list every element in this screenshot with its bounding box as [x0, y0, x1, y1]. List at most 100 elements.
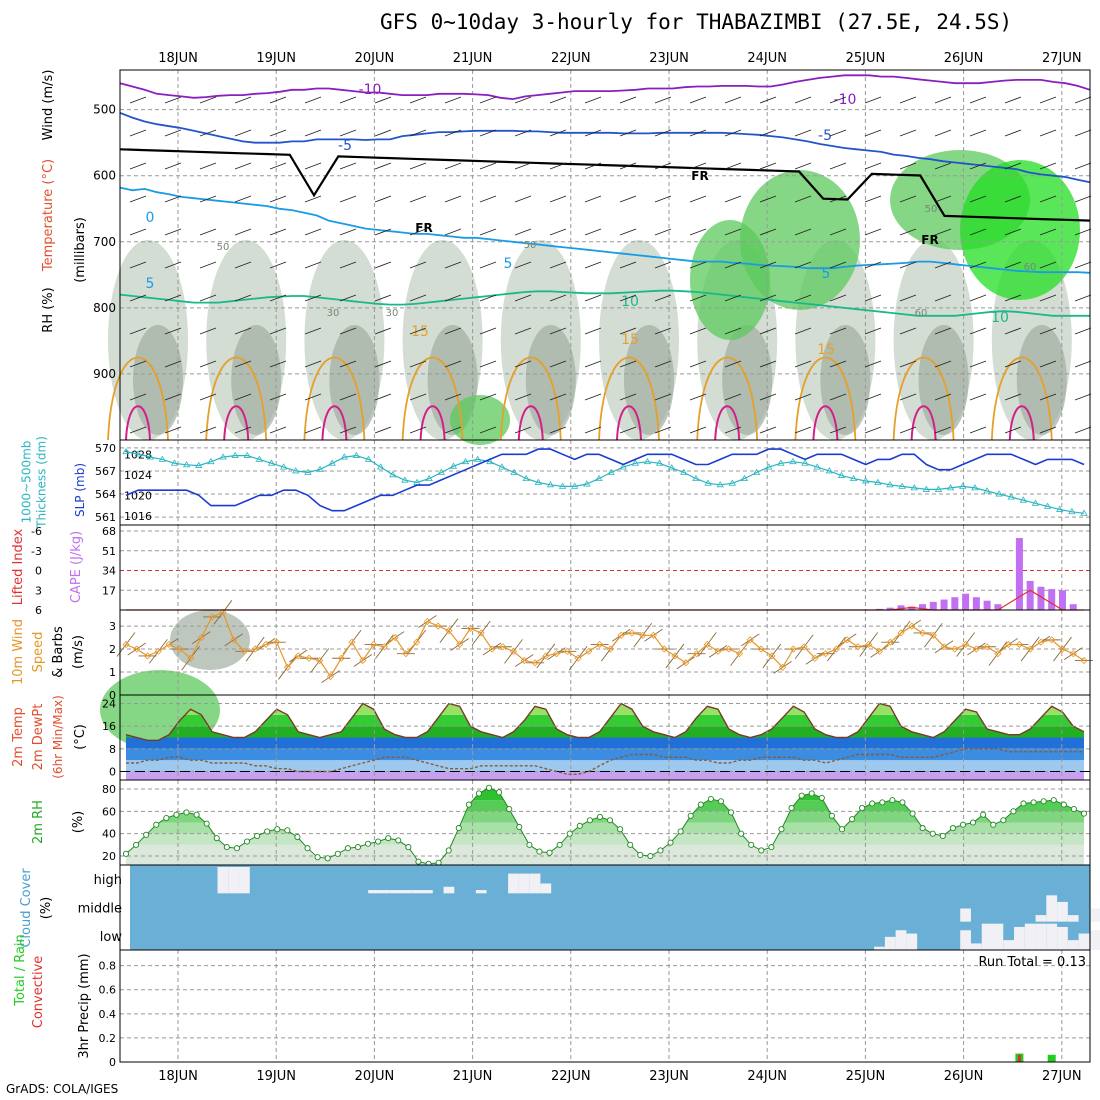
panel-ylabel: (m/s): [71, 635, 86, 669]
ylabel-line: 10m Wind: [11, 619, 26, 685]
wind-barb: [864, 96, 882, 104]
bottom-date-label: 22JUN: [551, 1069, 591, 1084]
wind-barb: [549, 195, 567, 203]
rh-point: [294, 833, 301, 841]
temp-band: [126, 726, 1084, 738]
thickness-point: [389, 471, 397, 478]
wind-barb: [269, 129, 287, 137]
rh-point: [354, 844, 361, 851]
top-date-label: 21JUN: [453, 51, 493, 66]
wind-barb: [304, 294, 322, 302]
slp-series: [125, 448, 1085, 512]
precip-total-bar: [1047, 1054, 1056, 1062]
wind-speed-point: [509, 647, 518, 655]
rh-point: [455, 825, 462, 832]
thickness-point: [146, 453, 154, 460]
wind-speed-point: [348, 638, 356, 646]
wind-barb: [234, 393, 252, 401]
thickness-point: [910, 484, 918, 491]
ylabel-line: 1000~500mb: [20, 441, 34, 524]
wind-barb: [304, 327, 322, 335]
wind-barb: [969, 327, 987, 335]
thickness-tick-label: 561: [95, 511, 116, 524]
wind-barb: [1004, 360, 1022, 368]
wind-barb: [724, 162, 742, 170]
cloud-bar-low: [1035, 923, 1047, 950]
wind-barb: [934, 96, 952, 104]
thickness-point: [849, 474, 858, 482]
wind-speed-point: [908, 622, 916, 630]
wind-barb: [129, 294, 147, 302]
rh-tick-label: 40: [102, 828, 116, 841]
wind-barb: [164, 393, 182, 401]
wind-barb: [234, 327, 252, 335]
rh-point: [334, 850, 341, 857]
wind-barb: [199, 360, 217, 368]
wind-barb: [1039, 360, 1057, 368]
thickness-point: [158, 455, 167, 462]
wind-speed-point: [273, 638, 281, 646]
wind-barb: [409, 426, 427, 434]
rh-point: [536, 848, 543, 855]
wind-speed-point: [337, 654, 345, 662]
temperature-contour: [794, 356, 857, 441]
rh-point: [183, 809, 190, 816]
footer-credit: GrADS: COLA/IGES: [6, 1082, 119, 1096]
cloud-bar-high: [422, 890, 433, 894]
wind-tick-label: 3: [109, 620, 116, 633]
cape-bar: [1037, 586, 1045, 610]
bottom-date-label: 25JUN: [846, 1069, 886, 1084]
wind-barb: [409, 129, 427, 137]
wind-barb: [199, 228, 217, 236]
wind-barb: [444, 162, 462, 170]
temperature-contour-label: 10: [991, 310, 1009, 326]
wind-speed-point: [714, 647, 722, 655]
rh-point: [324, 855, 331, 862]
wind-speed-point: [897, 629, 905, 637]
rh-tick-label: 80: [102, 783, 116, 796]
wind-barb: [374, 195, 392, 203]
cape-tick-label: 17: [102, 584, 116, 597]
cape-tick-label: 51: [102, 545, 116, 558]
rh-point: [223, 844, 230, 851]
rh-point: [496, 789, 503, 796]
wind-speed-point: [413, 638, 421, 646]
wind-speed-point: [466, 624, 475, 632]
thickness-point: [486, 457, 494, 465]
wind-barb: [829, 393, 847, 401]
wind-speed-point: [1048, 636, 1056, 644]
rh-contour-label: 30: [386, 308, 399, 319]
top-date-label: 25JUN: [846, 51, 886, 66]
precip-tick-label: 0.2: [99, 1032, 117, 1045]
wind-barb: [619, 426, 637, 434]
wind-speed-point: [768, 652, 776, 660]
wind-barb: [654, 195, 672, 203]
dewpoint-series: [126, 748, 1084, 775]
wind-barb: [304, 195, 322, 203]
ylabel-line: (m/s): [71, 635, 86, 669]
wind-barb: [129, 426, 147, 434]
ylabel-line: 3hr Precip (mm): [77, 953, 92, 1058]
thickness-point: [619, 463, 627, 470]
wind-speed-point: [1058, 645, 1067, 653]
wind-barb: [549, 327, 567, 335]
cloud-bar-low: [1089, 930, 1100, 950]
wind-speed-point: [391, 634, 399, 642]
thickness-point: [874, 478, 882, 485]
cape-bar: [908, 606, 916, 610]
wind-barb: [1074, 393, 1092, 401]
rh-point: [687, 812, 694, 819]
cloud-bar-low: [1014, 926, 1025, 950]
temperature-contour-label: 5: [146, 276, 155, 292]
wind-barb: [584, 294, 602, 302]
cloud-level-label: high: [94, 873, 122, 888]
wind-barb: [724, 129, 742, 137]
wind-barb: [199, 162, 217, 170]
wind-barb: [479, 162, 497, 170]
bottom-date-label: 21JUN: [453, 1069, 493, 1084]
wind-speed-point: [197, 634, 205, 642]
panel-ylabel: (%): [39, 897, 54, 920]
wind-barb: [444, 261, 462, 269]
thickness-tick-label: 570: [95, 442, 116, 455]
